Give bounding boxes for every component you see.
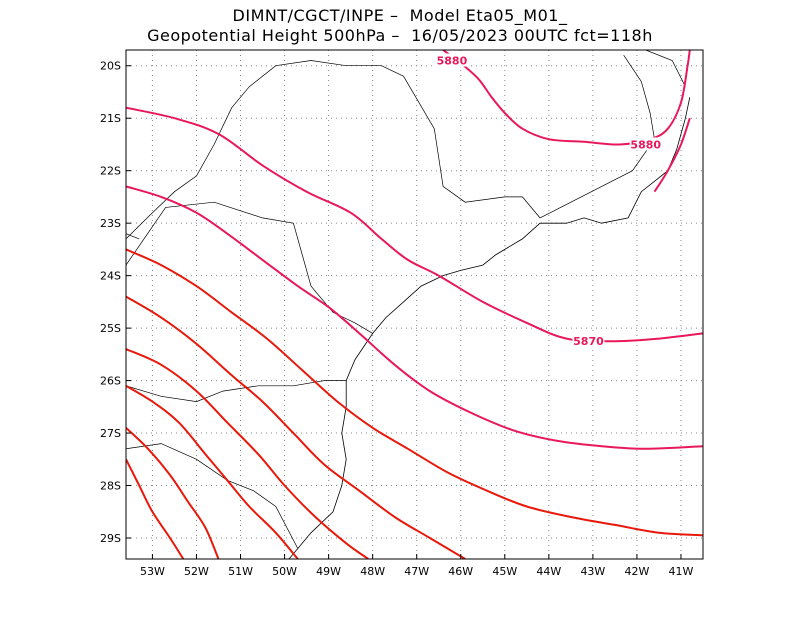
lon-tick-label: 44W (536, 565, 561, 578)
lat-tick-label: 28S (100, 480, 121, 493)
lon-tick-label: 43W (580, 565, 605, 578)
lon-tick-label: 50W (272, 565, 297, 578)
state-border-line (126, 201, 373, 334)
height-contour-line (126, 458, 185, 559)
height-contour-line (126, 185, 703, 450)
map-title-line-2: Geopotential Height 500hPa – 16/05/2023 … (147, 26, 653, 45)
height-contour-line (126, 384, 299, 559)
lon-tick-label: 41W (669, 565, 694, 578)
lon-tick-label: 47W (404, 565, 429, 578)
height-contour-line (442, 50, 691, 146)
height-contour-line (126, 427, 220, 559)
lat-tick-label: 20S (100, 60, 121, 73)
lon-tick-label: 52W (184, 565, 209, 578)
lon-tick-label: 49W (316, 565, 341, 578)
state-border-line (126, 233, 140, 240)
state-border-line (645, 50, 686, 87)
lat-tick-label: 26S (100, 375, 121, 388)
lon-tick-label: 51W (228, 565, 253, 578)
coastline-path (288, 97, 691, 559)
gridlines (126, 50, 703, 559)
lat-tick-label: 24S (100, 270, 121, 283)
contour-label-bg (629, 137, 662, 151)
lon-tick-label: 42W (624, 565, 649, 578)
contour-value-label: 5880 (630, 138, 661, 151)
contour-labels: 5880 5880 5870 (435, 53, 662, 348)
lon-tick-label: 45W (492, 565, 517, 578)
state-border-line (126, 380, 347, 402)
state-borders (126, 50, 686, 549)
coastline (288, 97, 691, 559)
lon-tick-label: 53W (140, 565, 165, 578)
lat-tick-label: 29S (100, 532, 121, 545)
contour-value-label: 5880 (437, 54, 468, 67)
lat-tick-label: 21S (100, 112, 121, 125)
state-border-line (539, 55, 655, 219)
contour-value-label: 5870 (573, 335, 604, 348)
contour-label-bg (435, 53, 468, 67)
axis-ticks: 53W 52W 51W 50W 49W 48W 47W 46W 45W 44W 43W 42W 41W 2… (100, 60, 694, 578)
lat-tick-label: 25S (100, 322, 121, 335)
height-contour-line (653, 117, 691, 193)
plot-area (126, 50, 703, 559)
state-border-line (126, 60, 404, 240)
lat-tick-label: 22S (100, 165, 121, 178)
state-border-line (403, 76, 541, 219)
height-contour-line (126, 248, 703, 537)
height-contour-line (126, 295, 466, 559)
map-title-line-1: DIMNT/CGCT/INPE – Model Eta05_M01_ (232, 6, 568, 25)
height-contours (126, 50, 703, 559)
plot-frame (125, 49, 704, 560)
contour-label-bg (572, 334, 605, 348)
height-contour-line (126, 348, 369, 559)
lon-tick-label: 46W (448, 565, 473, 578)
lat-tick-label: 23S (100, 217, 121, 230)
lon-tick-label: 48W (360, 565, 385, 578)
lat-tick-label: 27S (100, 427, 121, 440)
